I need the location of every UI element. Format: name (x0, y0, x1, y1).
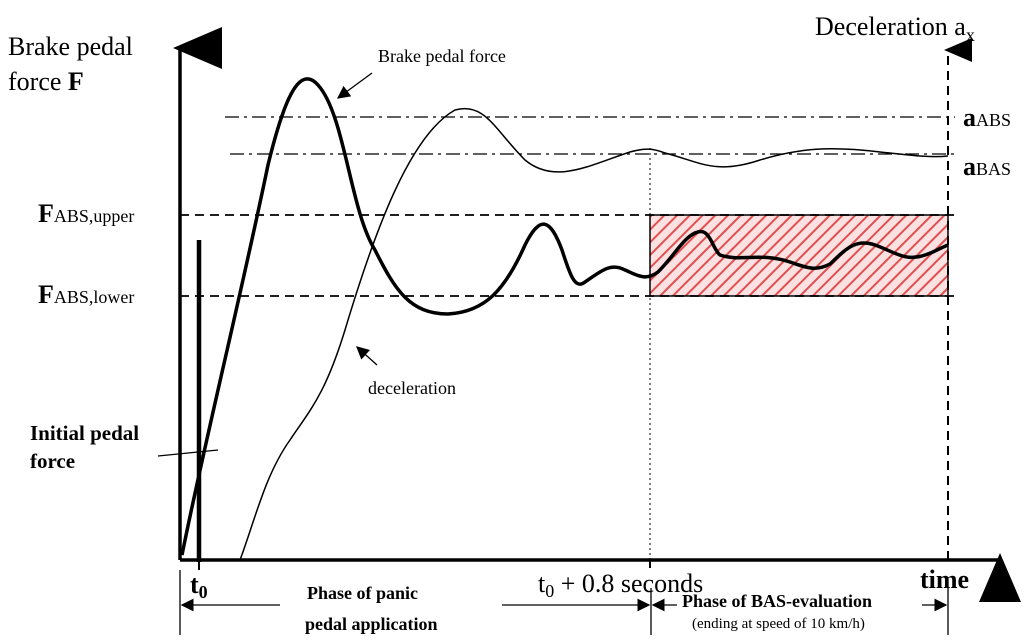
t0-label: t0 (190, 570, 208, 602)
initial-pedal-force-line1: Initial pedal (30, 421, 139, 445)
initial-force-tick (157, 449, 219, 457)
phase2-label-line1: Phase of BAS-evaluation (682, 591, 872, 611)
phase1-label-line2: pedal application (305, 614, 438, 634)
left-axis-title-line1: Brake pedal (8, 32, 133, 61)
brake-pedal-force-curve (180, 77, 949, 556)
f-abs-upper-label: FABS,upper (38, 199, 134, 228)
right-axis-title: Deceleration ax (815, 12, 975, 45)
phase1-label-line1: Phase of panic (307, 583, 418, 603)
initial-pedal-force-line2: force (30, 449, 75, 473)
phase2-label-line2: (ending at speed of 10 km/h) (692, 616, 865, 632)
left-axis-title-line2: force F (8, 67, 84, 96)
brake-pedal-force-pointer (336, 72, 373, 99)
deceleration-curve (239, 107, 949, 561)
time-label: time (920, 565, 969, 594)
deceleration-label: deceleration (368, 378, 456, 398)
deceleration-pointer (356, 346, 378, 366)
brake-pedal-force-label: Brake pedal force (378, 46, 506, 66)
a-bas-label: aBAS (963, 152, 1011, 181)
f-abs-lower-label: FABS,lower (38, 280, 134, 309)
a-abs-label: aABS (963, 103, 1011, 132)
t08-label: t0 + 0.8 seconds (538, 569, 703, 601)
